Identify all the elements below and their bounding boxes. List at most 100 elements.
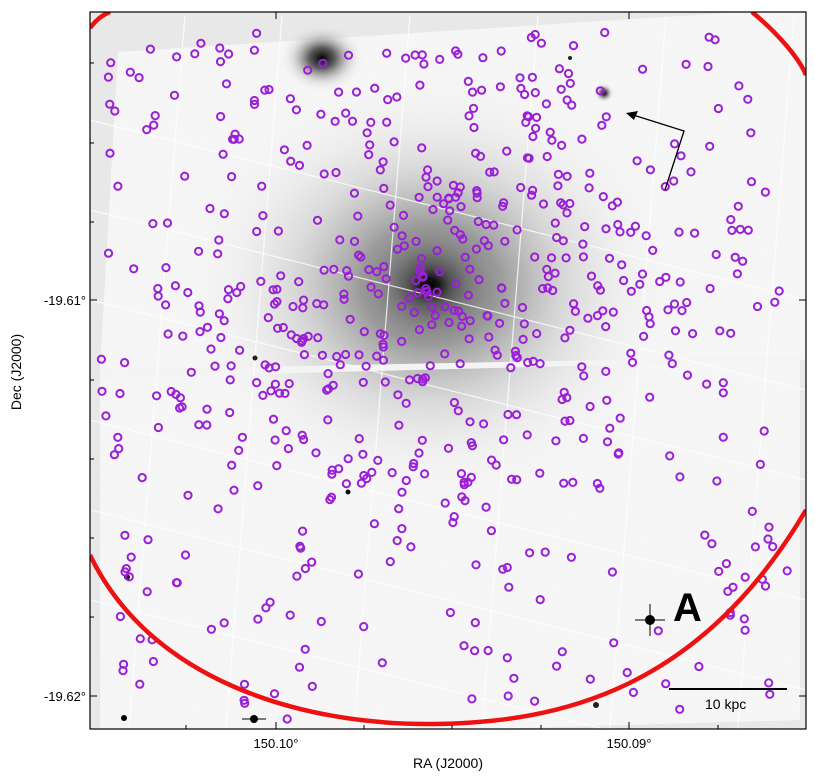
source-marker (543, 272, 554, 282)
source-marker (498, 564, 508, 574)
source-marker (615, 413, 625, 423)
source-marker (414, 448, 424, 458)
source-marker (512, 225, 522, 235)
source-marker (702, 379, 712, 389)
source-marker (747, 506, 757, 516)
source-marker (557, 394, 567, 405)
source-marker (180, 171, 190, 181)
source-marker (490, 345, 500, 355)
source-marker (412, 373, 423, 384)
source-marker (530, 29, 540, 40)
source-marker (471, 244, 481, 254)
source-marker (489, 220, 499, 230)
direction-arrow (626, 111, 685, 191)
source-marker (432, 176, 442, 186)
source-marker (279, 145, 289, 155)
source-marker (545, 127, 555, 137)
companion-galaxy (280, 24, 364, 92)
source-marker (358, 449, 368, 459)
source-marker (300, 644, 310, 654)
source-marker (550, 218, 560, 228)
source-marker (420, 469, 430, 479)
source-marker (106, 58, 116, 68)
source-marker (294, 160, 305, 170)
source-marker (411, 236, 421, 246)
source-marker (413, 288, 423, 298)
y-tick-label-1: -19.61° (44, 293, 86, 308)
source-marker (503, 409, 513, 420)
source-marker (739, 614, 749, 624)
source-marker (558, 200, 568, 210)
source-marker (415, 263, 425, 273)
source-marker (416, 254, 427, 264)
source-marker (175, 393, 185, 403)
source-marker (285, 610, 295, 620)
source-marker (674, 227, 684, 237)
source-marker (343, 50, 354, 60)
source-marker (686, 167, 696, 177)
source-marker (471, 560, 481, 570)
source-marker (214, 309, 224, 319)
source-marker (417, 143, 427, 153)
source-marker (161, 263, 171, 273)
source-marker (601, 366, 611, 376)
source-marker (358, 377, 368, 387)
source-marker (219, 316, 229, 326)
source-marker (718, 432, 728, 442)
source-marker (728, 582, 738, 592)
source-marker (495, 82, 505, 92)
source-marker (601, 322, 611, 332)
source-marker (628, 687, 639, 698)
source-marker (268, 414, 279, 424)
source-marker (463, 477, 473, 487)
source-marker (690, 228, 700, 238)
source-marker (565, 78, 575, 89)
source-marker (713, 103, 724, 114)
source-marker (163, 329, 173, 339)
source-marker (297, 337, 307, 347)
source-marker (550, 268, 560, 278)
source-marker (637, 269, 648, 279)
source-marker (726, 328, 736, 338)
source-marker (491, 460, 501, 470)
source-marker (401, 398, 411, 408)
source-marker (485, 167, 495, 177)
source-marker (721, 559, 732, 569)
source-marker (670, 326, 681, 336)
source-marker (661, 272, 671, 282)
source-marker (567, 100, 577, 110)
x-tick-label-1: 150.10° (254, 736, 299, 751)
source-marker (323, 369, 333, 379)
source-marker (265, 597, 275, 607)
source-marker (639, 331, 649, 341)
source-marker (467, 694, 477, 704)
source-marker (746, 177, 757, 187)
source-marker (470, 646, 480, 656)
source-marker (454, 306, 464, 316)
source-marker (465, 264, 475, 274)
source-marker (298, 526, 308, 536)
source-marker (484, 332, 494, 342)
source-marker (746, 128, 756, 138)
source-marker (183, 287, 193, 298)
source-marker (763, 534, 773, 544)
source-marker (530, 88, 540, 98)
source-marker (464, 111, 474, 121)
source-marker (370, 83, 380, 93)
source-marker (214, 235, 224, 245)
source-marker (554, 64, 565, 74)
source-marker (410, 50, 420, 60)
source-marker (137, 473, 147, 483)
source-marker (142, 125, 152, 135)
source-marker (186, 367, 196, 377)
source-marker (401, 53, 411, 63)
source-marker (397, 524, 407, 534)
source-marker (120, 358, 130, 368)
source-marker (648, 245, 658, 255)
source-marker (97, 386, 107, 396)
source-marker (105, 148, 115, 158)
source-marker (427, 302, 437, 312)
source-marker (500, 236, 510, 246)
source-marker (134, 73, 144, 83)
boundary-ellipse-upper-right (750, 12, 806, 76)
